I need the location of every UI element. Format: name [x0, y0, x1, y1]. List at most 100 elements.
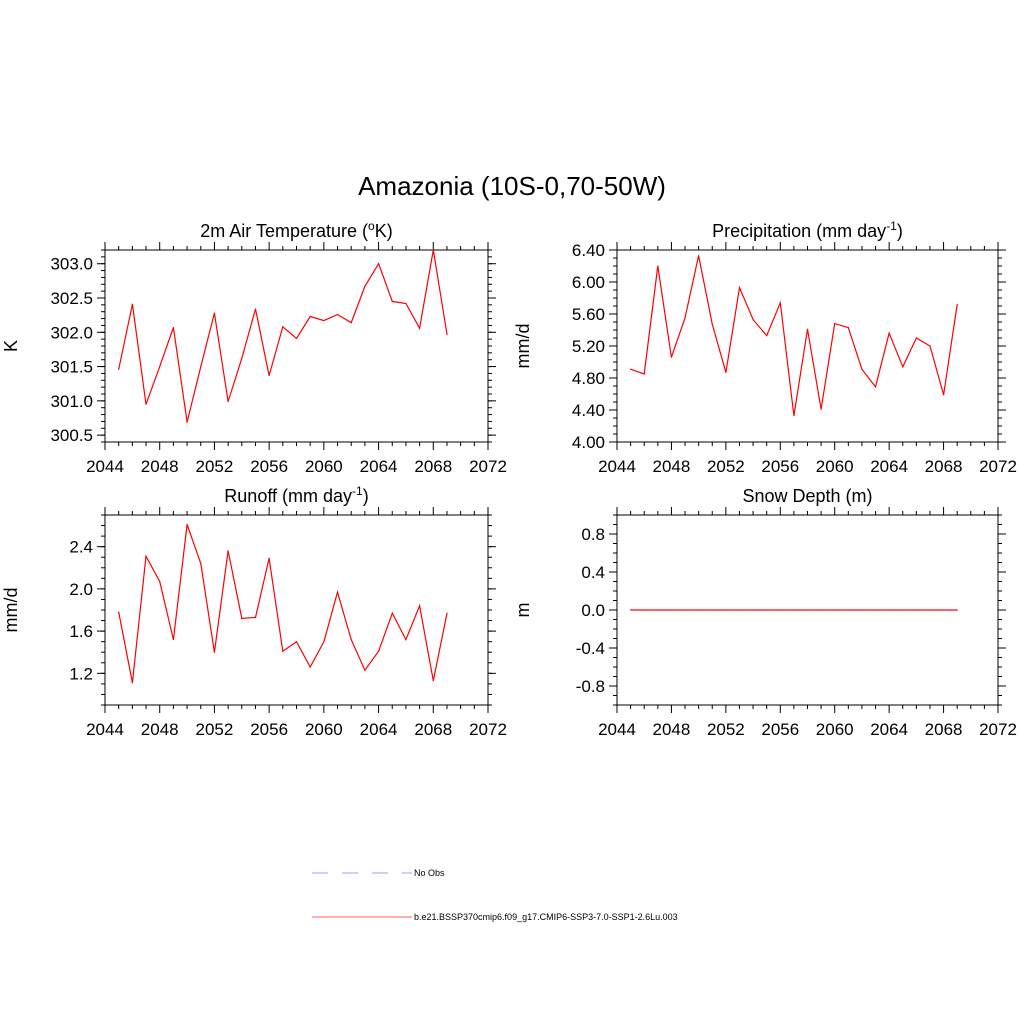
- data-point: [861, 609, 863, 611]
- data-point: [725, 371, 727, 373]
- data-point: [432, 249, 434, 251]
- x-tick-label: 2072: [469, 720, 507, 739]
- data-point: [268, 374, 270, 377]
- data-point: [145, 403, 147, 405]
- x-tick-label: 2048: [653, 720, 691, 739]
- data-point: [779, 609, 781, 611]
- data-point: [766, 335, 768, 337]
- y-tick-label: -0.8: [576, 677, 605, 696]
- data-point: [874, 609, 877, 611]
- x-tick-label: 2056: [761, 457, 799, 476]
- series-line: [630, 255, 958, 416]
- data-point: [956, 303, 958, 305]
- data-point: [902, 609, 904, 611]
- data-point: [806, 328, 809, 330]
- data-point: [213, 312, 216, 314]
- x-tick-label: 2068: [414, 457, 452, 476]
- data-point: [779, 302, 781, 304]
- panel-runoff: Runoff (mm day-1) mm/d 2044 2048 2052 2056 206…: [1, 484, 507, 739]
- data-point: [118, 611, 120, 613]
- data-point: [405, 302, 407, 305]
- y-tick-label: 6.40: [572, 241, 605, 260]
- legend-label-no-obs: No Obs: [414, 868, 445, 878]
- panel-title-main: Snow Depth (m): [742, 486, 872, 506]
- data-point: [309, 315, 311, 318]
- data-point: [131, 682, 133, 684]
- data-point: [419, 605, 421, 607]
- data-point: [711, 609, 713, 611]
- x-tick-label: 2048: [141, 720, 179, 739]
- panel-title-superscript: -1: [886, 219, 897, 233]
- data-point: [309, 666, 311, 668]
- data-point: [186, 421, 188, 423]
- x-tick-label: 2064: [360, 457, 398, 476]
- y-tick-label: 0.0: [581, 601, 605, 620]
- data-point: [350, 322, 352, 324]
- y-axis-label: K: [1, 340, 21, 352]
- y-tick-label: 300.5: [50, 426, 93, 445]
- data-point: [172, 638, 174, 641]
- data-point: [684, 317, 686, 319]
- data-point: [145, 555, 147, 557]
- data-point: [391, 612, 393, 614]
- figure-title: Amazonia (10S-0,70-50W): [358, 171, 666, 201]
- data-point: [200, 562, 202, 565]
- legend: No Obs b.e21.BSSP370cmip6.f09_g17.CMIP6-…: [312, 868, 678, 922]
- data-point: [200, 365, 202, 368]
- y-tick-label: 302.0: [50, 323, 93, 342]
- y-tick-label: 4.80: [572, 369, 605, 388]
- data-point: [915, 337, 917, 339]
- data-point: [820, 609, 822, 611]
- panel-title: Runoff (mm day-1): [224, 484, 368, 506]
- y-axis-label: mm/d: [1, 588, 21, 633]
- x-tick-label: 2072: [979, 457, 1017, 476]
- y-tick-label: 2.0: [69, 580, 93, 599]
- data-point: [698, 255, 700, 257]
- data-point: [350, 638, 352, 641]
- data-point: [405, 638, 407, 641]
- data-point: [118, 368, 120, 370]
- panel-title: Snow Depth (m): [742, 486, 872, 506]
- panel-title-end: ): [363, 486, 369, 506]
- data-point: [131, 303, 133, 305]
- x-tick-label: 2064: [870, 457, 908, 476]
- data-point: [643, 609, 645, 611]
- x-tick-label: 2048: [141, 457, 179, 476]
- data-point: [834, 323, 836, 325]
- data-point: [847, 327, 849, 329]
- data-point: [698, 609, 700, 611]
- y-axis-label: m: [513, 603, 533, 618]
- x-tick-label: 2060: [816, 720, 854, 739]
- plot-frame: [104, 249, 489, 443]
- x-tick-label: 2052: [707, 457, 745, 476]
- y-tick-label: 2.4: [69, 538, 93, 557]
- x-tick-label: 2056: [761, 720, 799, 739]
- x-tick-label: 2068: [925, 457, 963, 476]
- data-point: [956, 609, 958, 611]
- x-tick-label: 2064: [870, 720, 908, 739]
- data-point: [793, 415, 795, 417]
- y-tick-label: 4.00: [572, 433, 605, 452]
- x-tick-label: 2072: [469, 457, 507, 476]
- data-point: [888, 332, 890, 334]
- data-point: [725, 609, 727, 611]
- x-tick-label: 2052: [196, 720, 234, 739]
- data-point: [282, 326, 284, 328]
- y-tick-label: 5.60: [572, 305, 605, 324]
- panel-title-superscript: -1: [352, 484, 363, 498]
- y-tick-label: 0.8: [581, 525, 605, 544]
- data-point: [213, 651, 216, 653]
- data-point: [295, 641, 298, 643]
- panel-air-temperature: 2m Air Temperature (oK) K 2044 2048 2052 2056…: [1, 219, 507, 476]
- data-point: [793, 609, 795, 611]
- data-point: [874, 386, 877, 388]
- data-point: [227, 550, 229, 552]
- y-tick-label: 303.0: [50, 255, 93, 274]
- panel-snow-depth: Snow Depth (m) m 2044 2048 2052 2056 2060 2064 2…: [513, 486, 1017, 739]
- panel-title: Precipitation (mm day-1): [712, 219, 903, 241]
- data-point: [942, 609, 945, 611]
- y-tick-label: 6.00: [572, 273, 605, 292]
- data-point: [752, 319, 754, 321]
- panel-title-end: K): [375, 221, 393, 241]
- data-point: [929, 345, 931, 347]
